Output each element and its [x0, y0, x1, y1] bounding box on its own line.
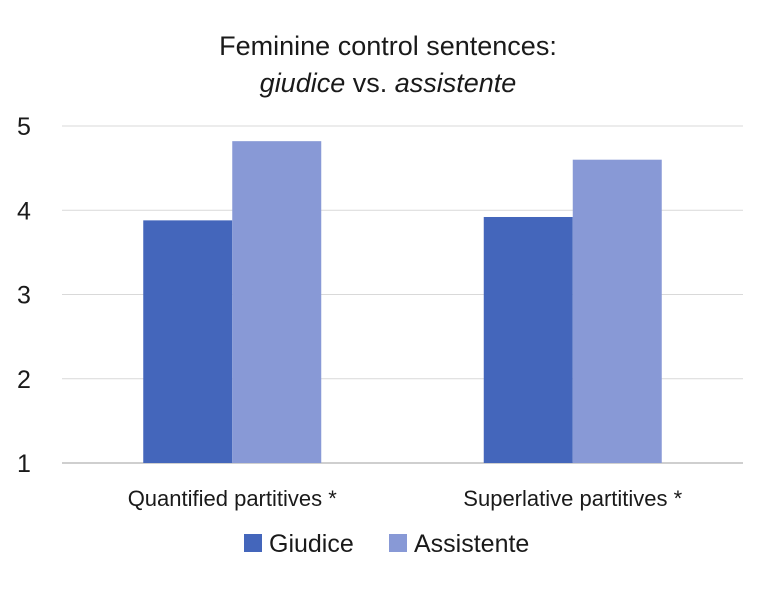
category-labels: Quantified partitives * Superlative parti… — [128, 486, 683, 511]
bar-giudice-1 — [143, 220, 233, 463]
chart-title-line2: giudice vs. assistente — [260, 68, 517, 98]
title-vs: vs. — [345, 68, 395, 98]
bar-giudice-2 — [483, 216, 573, 463]
legend-label-giudice: Giudice — [269, 530, 354, 558]
y-axis-ticks: 1 2 3 4 5 — [17, 113, 31, 478]
y-tick-label-3: 3 — [17, 282, 31, 310]
title-assistente: assistente — [395, 68, 517, 98]
y-tick-label-1: 1 — [17, 450, 31, 478]
legend-label-assistente: Assistente — [414, 530, 529, 558]
title-giudice: giudice — [260, 68, 346, 98]
legend: Giudice Assistente — [244, 530, 529, 558]
x-category-label-2: Superlative partitives * — [463, 486, 682, 511]
y-tick-label-5: 5 — [17, 113, 31, 141]
x-category-label-1: Quantified partitives * — [128, 486, 338, 511]
legend-swatch-giudice — [244, 534, 262, 552]
y-tick-label-2: 2 — [17, 366, 31, 394]
legend-swatch-assistente — [389, 534, 407, 552]
bar-assistente-1 — [232, 141, 322, 464]
y-tick-label-4: 4 — [17, 197, 31, 225]
bar-assistente-2 — [572, 159, 662, 463]
bars — [143, 141, 662, 464]
chart-title-line1: Feminine control sentences: — [219, 31, 557, 61]
